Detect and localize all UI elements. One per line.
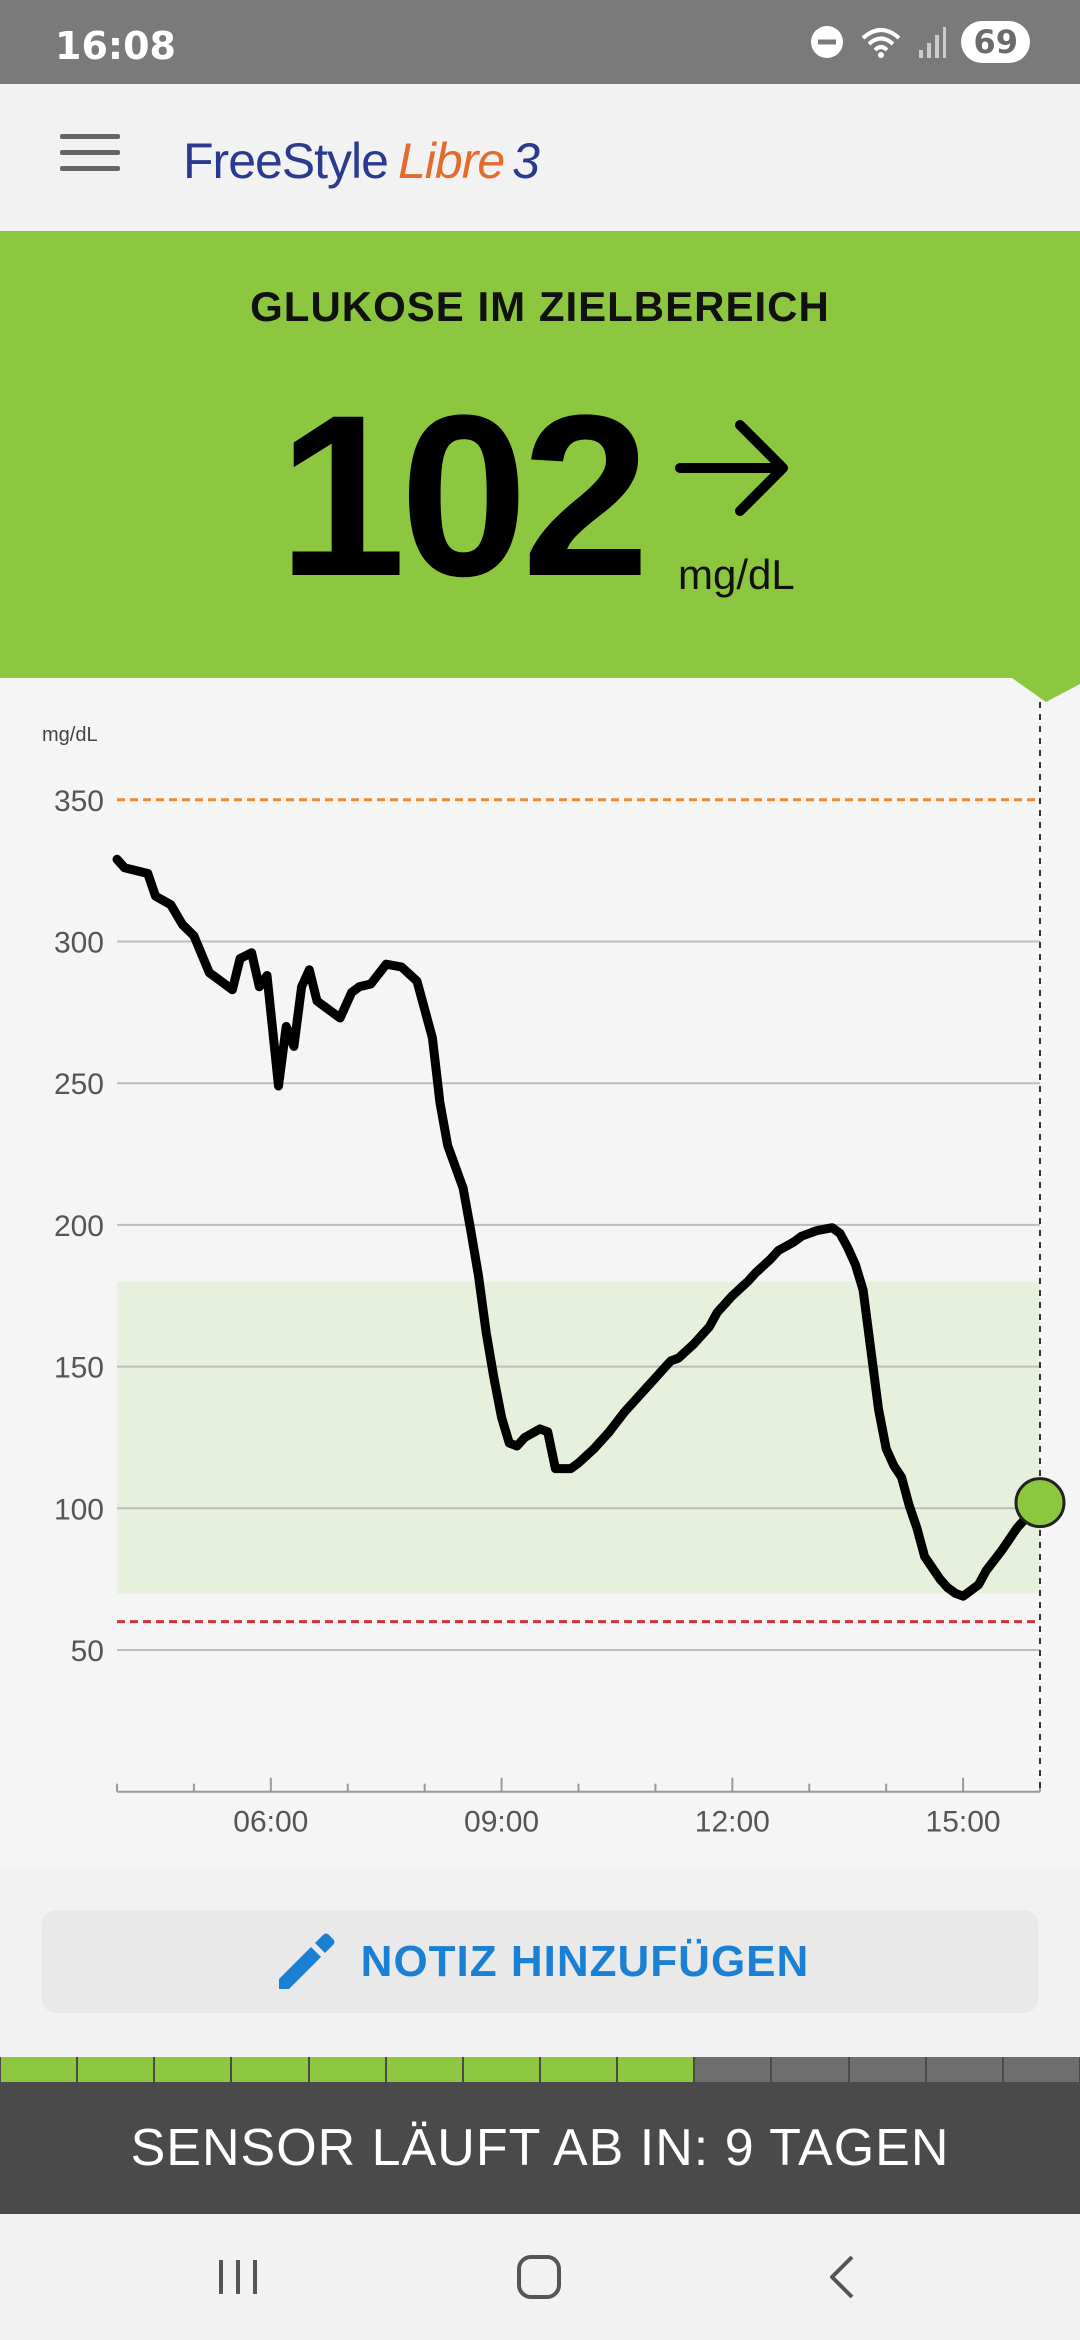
status-time: 16:08 (55, 24, 176, 68)
y-tick-label: 150 (54, 1352, 104, 1385)
menu-line (60, 150, 120, 155)
progress-segment (463, 2057, 539, 2082)
logo-libre: Libre (397, 133, 505, 189)
y-tick-label: 300 (54, 927, 104, 960)
wifi-icon (862, 28, 901, 58)
navigation-bar (0, 2214, 1080, 2340)
x-tick-label: 09:00 (464, 1806, 539, 1839)
pencil-icon (278, 1933, 335, 1989)
x-tick-label: 06:00 (233, 1806, 308, 1839)
status-icons: 69 (809, 20, 1030, 64)
do-not-disturb-icon (811, 26, 844, 58)
progress-segment (232, 2057, 308, 2082)
sensor-progress-bar (0, 2057, 1080, 2082)
x-tick-label: 15:00 (926, 1806, 1001, 1839)
back-icon[interactable] (822, 2252, 862, 2302)
home-icon[interactable] (514, 2252, 564, 2302)
arrow-right-icon (675, 420, 788, 516)
logo-freestyle: FreeStyle (183, 133, 389, 189)
progress-segment (618, 2057, 694, 2082)
y-tick-label: 50 (71, 1635, 104, 1668)
battery-icon: 69 (961, 21, 1030, 63)
progress-segment (540, 2057, 617, 2082)
recent-apps-icon[interactable] (215, 2254, 261, 2300)
banner-pointer (1012, 678, 1080, 702)
glucose-chart[interactable]: mg/dL 50 100 150 200 250 300 350 06:00 09:00 12:… (0, 678, 1080, 1868)
y-tick-label: 350 (54, 785, 104, 818)
x-tick-labels: 06:00 09:00 12:00 15:00 (233, 1806, 1000, 1839)
logo-number: 3 (512, 133, 540, 189)
menu-line (60, 166, 120, 171)
menu-line (60, 134, 120, 139)
progress-segment (926, 2057, 1002, 2082)
glucose-banner: GLUKOSE IM ZIELBEREICH 102 mg/dL (0, 231, 1080, 678)
glucose-unit: mg/dL (678, 551, 795, 598)
x-ticks (116, 1777, 1041, 1792)
sensor-expiry-banner: SENSOR LÄUFT AB IN: 9 TAGEN (0, 2082, 1080, 2214)
target-range-band (117, 1281, 1040, 1594)
y-tick-label: 200 (54, 1210, 104, 1243)
glucose-value: 102 (278, 367, 650, 624)
glucose-status-title: GLUKOSE IM ZIELBEREICH (250, 283, 830, 330)
sensor-expiry-text: SENSOR LÄUFT AB IN: 9 TAGEN (130, 2119, 950, 2177)
progress-segment (386, 2057, 462, 2082)
progress-segment (772, 2057, 848, 2082)
y-axis-unit: mg/dL (42, 724, 98, 746)
grid-lines (117, 940, 1040, 1651)
add-note-content: NOTIZ HINZUFÜGEN (42, 1910, 1038, 2013)
chart-background (0, 678, 1080, 1868)
x-tick-label: 12:00 (695, 1806, 770, 1839)
hamburger-menu-icon[interactable] (60, 134, 120, 178)
app-bar: FreeStyle Libre 3 (0, 84, 1080, 231)
progress-segment (1003, 2057, 1079, 2082)
add-note-button[interactable]: NOTIZ HINZUFÜGEN (42, 1910, 1038, 2013)
progress-segment (155, 2057, 231, 2082)
current-glucose-point[interactable] (1014, 1477, 1066, 1529)
y-tick-label: 100 (54, 1493, 104, 1526)
progress-segment (1, 2057, 77, 2082)
progress-segment (309, 2057, 385, 2082)
y-tick-label: 250 (54, 1068, 104, 1101)
progress-segment (849, 2057, 925, 2082)
glucose-series-line (112, 854, 1045, 1601)
app-logo: FreeStyle Libre 3 (183, 132, 540, 190)
signal-icon (919, 27, 947, 58)
add-note-label: NOTIZ HINZUFÜGEN (360, 1936, 810, 1986)
progress-segment (695, 2057, 771, 2082)
status-bar: 16:08 69 (0, 0, 1080, 84)
y-tick-labels: 50 100 150 200 250 300 350 (54, 785, 104, 1668)
progress-segment (78, 2057, 154, 2082)
